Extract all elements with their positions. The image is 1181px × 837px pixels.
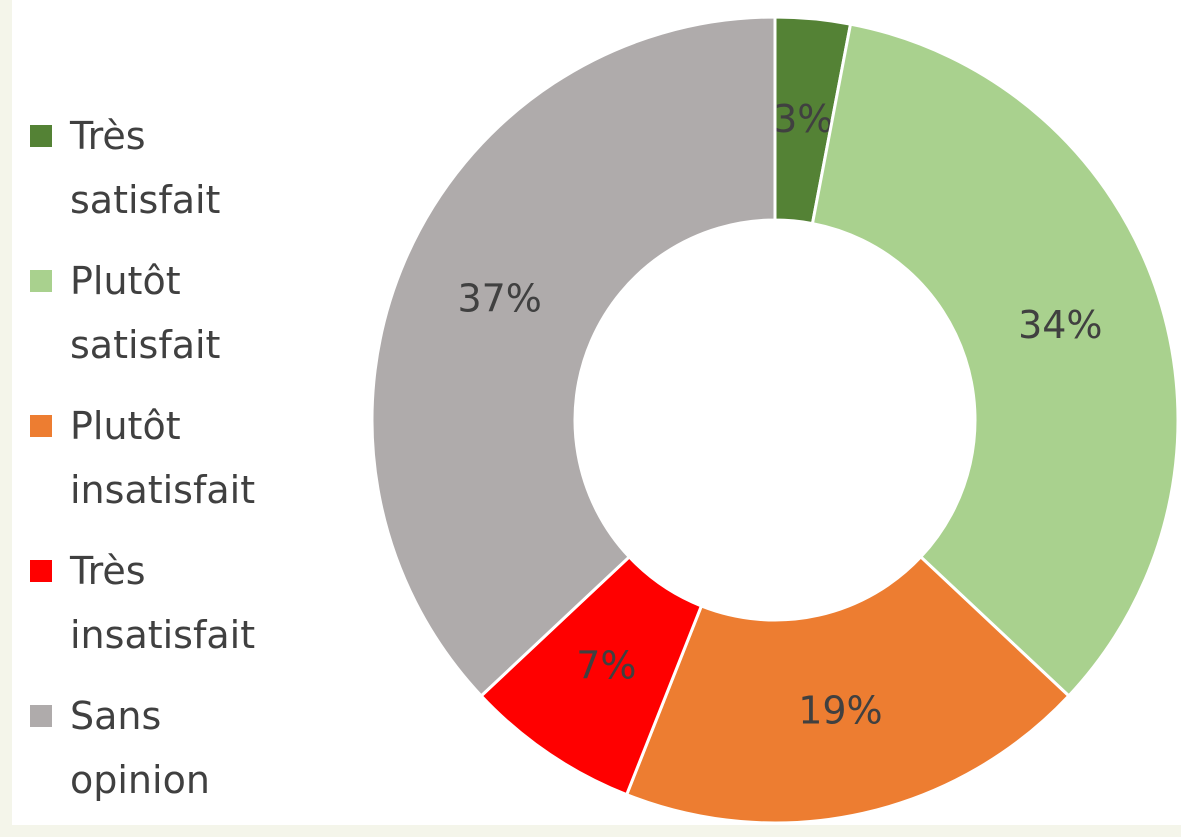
legend-swatch <box>30 560 52 582</box>
legend-swatch <box>30 270 52 292</box>
donut-segment <box>370 15 777 698</box>
legend-swatch <box>30 705 52 727</box>
legend-swatch <box>30 125 52 147</box>
data-label: 34% <box>1018 303 1102 347</box>
data-label: 19% <box>798 688 882 732</box>
legend-label: Sans opinion <box>70 694 210 802</box>
data-label: 37% <box>457 276 541 320</box>
legend-label: Plutôt insatisfait <box>70 404 256 512</box>
donut-segment <box>624 554 1071 825</box>
data-label: 7% <box>576 644 636 688</box>
donut-segment <box>810 22 1180 698</box>
legend-swatch <box>30 415 52 437</box>
legend-label: Plutôt satisfait <box>70 259 221 367</box>
legend-label: Très insatisfait <box>70 549 256 657</box>
data-label: 3% <box>773 97 833 141</box>
legend-label: Très satisfait <box>70 114 221 222</box>
